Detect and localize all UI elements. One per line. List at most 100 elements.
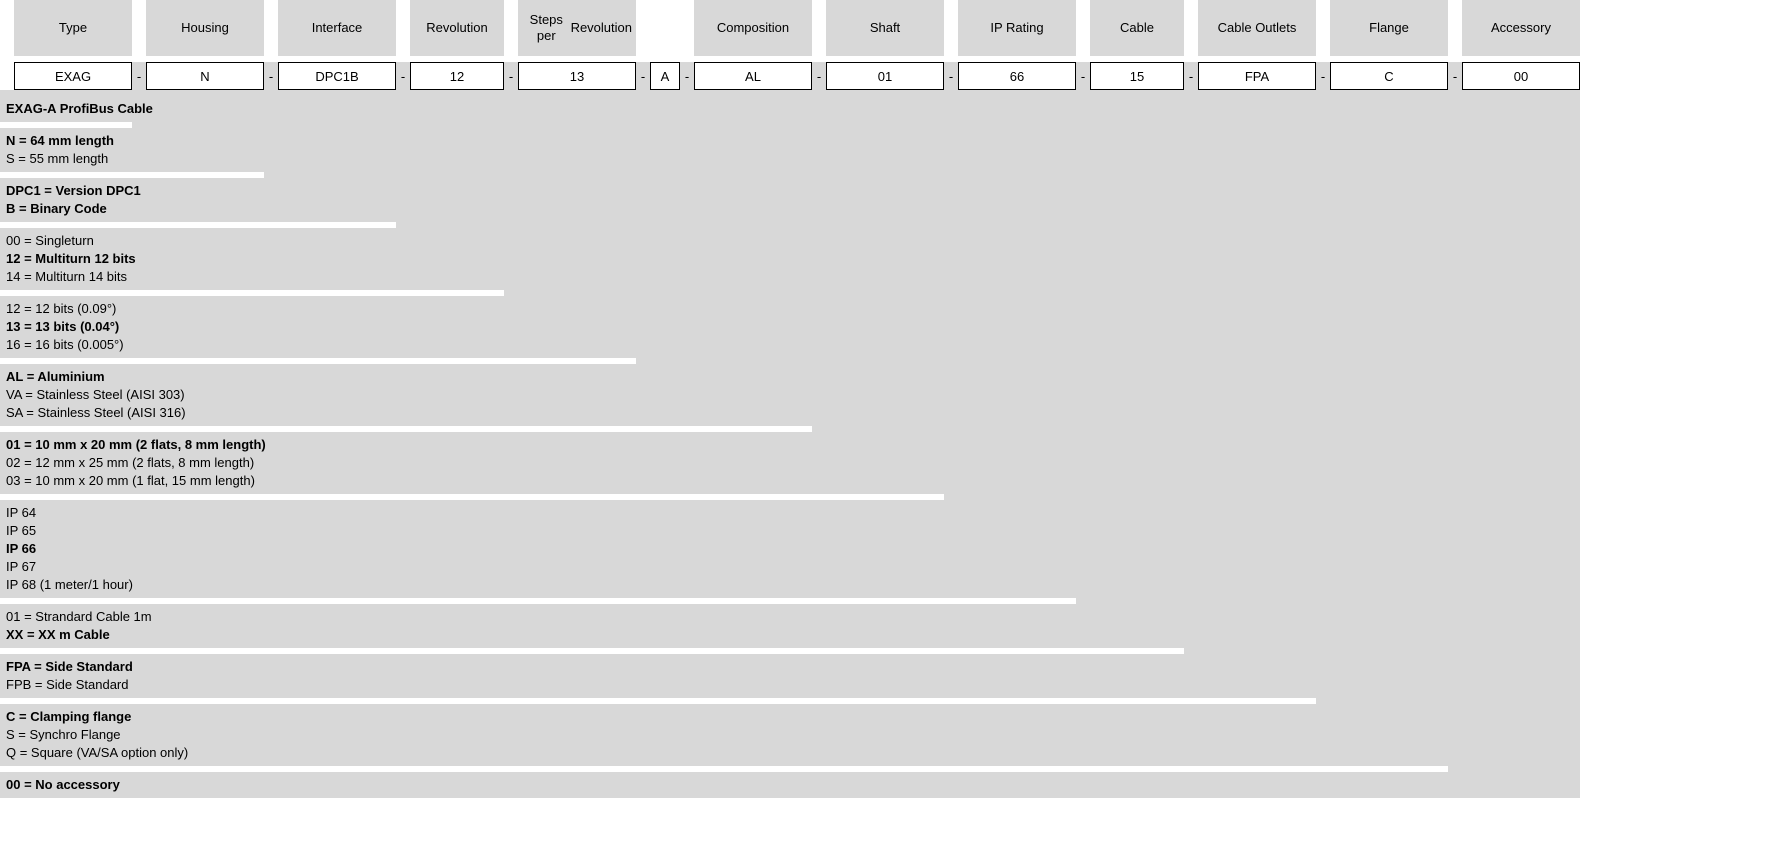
- option-line: 00 = No accessory: [6, 776, 120, 794]
- value-text: 66: [1010, 69, 1024, 84]
- value-box-cableOutlets: FPA: [1198, 62, 1316, 90]
- stair-fill: [504, 90, 636, 296]
- option-line: IP 65: [6, 522, 36, 540]
- value-box-cable: 15: [1090, 62, 1184, 90]
- step-block-ipRating: [0, 500, 1076, 598]
- stair-fill: [1076, 90, 1184, 604]
- stair-fill: [1184, 90, 1316, 654]
- separator-dash: -: [396, 62, 410, 90]
- stair-fill: [636, 90, 812, 364]
- option-line: FPA = Side Standard: [6, 658, 133, 676]
- option-line: C = Clamping flange: [6, 708, 131, 726]
- separator-dash: -: [636, 62, 650, 90]
- column-header-cable: Cable: [1090, 0, 1184, 56]
- column-header-label: Revolution: [426, 20, 487, 36]
- option-line: 03 = 10 mm x 20 mm (1 flat, 15 mm length…: [6, 472, 255, 490]
- column-header-flange: Flange: [1330, 0, 1448, 56]
- stair-fill: [264, 90, 396, 178]
- column-header-shaft: Shaft: [826, 0, 944, 56]
- value-text: 15: [1130, 69, 1144, 84]
- dash-char: -: [1321, 69, 1325, 84]
- column-header-ipRating: IP Rating: [958, 0, 1076, 56]
- dash-char: -: [269, 69, 273, 84]
- value-text: C: [1384, 69, 1393, 84]
- column-header-label: IP Rating: [990, 20, 1043, 36]
- separator-dash: -: [132, 62, 146, 90]
- option-line: 14 = Multiturn 14 bits: [6, 268, 127, 286]
- column-header-label: Revolution: [571, 20, 632, 36]
- separator-dash: -: [1448, 62, 1462, 90]
- column-header-label: Shaft: [870, 20, 900, 36]
- column-header-type: Type: [14, 0, 132, 56]
- stair-fill: [1448, 90, 1580, 772]
- separator-dash: -: [944, 62, 958, 90]
- step-block-flange: [0, 704, 1448, 766]
- column-header-label: Housing: [181, 20, 229, 36]
- option-line: 12 = Multiturn 12 bits: [6, 250, 136, 268]
- value-box-type: EXAG: [14, 62, 132, 90]
- value-box-accessory: 00: [1462, 62, 1580, 90]
- value-text: EXAG: [55, 69, 91, 84]
- stair-fill: [812, 90, 944, 432]
- option-line: N = 64 mm length: [6, 132, 114, 150]
- stair-fill: [1316, 90, 1448, 704]
- column-header-cableOutlets: Cable Outlets: [1198, 0, 1316, 56]
- dash-char: -: [1453, 69, 1457, 84]
- option-line: IP 64: [6, 504, 36, 522]
- dash-char: -: [137, 69, 141, 84]
- value-text: FPA: [1245, 69, 1269, 84]
- value-text: N: [200, 69, 209, 84]
- option-line: VA = Stainless Steel (AISI 303): [6, 386, 185, 404]
- separator-dash: -: [504, 62, 518, 90]
- stair-fill: [0, 90, 132, 96]
- option-line: 01 = Strandard Cable 1m: [6, 608, 152, 626]
- column-header-label: Type: [59, 20, 87, 36]
- value-text: 12: [450, 69, 464, 84]
- stair-fill: [944, 90, 1076, 500]
- separator-dash: -: [680, 62, 694, 90]
- option-line: 12 = 12 bits (0.09°): [6, 300, 116, 318]
- column-header-label: Cable: [1120, 20, 1154, 36]
- value-text: AL: [745, 69, 761, 84]
- value-box-ipRating: 66: [958, 62, 1076, 90]
- option-line: 13 = 13 bits (0.04°): [6, 318, 119, 336]
- column-header-interface: Interface: [278, 0, 396, 56]
- option-line: IP 68 (1 meter/1 hour): [6, 576, 133, 594]
- separator-dash: -: [1076, 62, 1090, 90]
- column-header-composition: Composition: [694, 0, 812, 56]
- step-block-cable: [0, 604, 1184, 648]
- option-line: S = 55 mm length: [6, 150, 108, 168]
- value-box-interface: DPC1B: [278, 62, 396, 90]
- column-header-label: Accessory: [1491, 20, 1551, 36]
- option-line: IP 67: [6, 558, 36, 576]
- dash-char: -: [817, 69, 821, 84]
- column-header-label: Composition: [717, 20, 789, 36]
- option-line: AL = Aluminium: [6, 368, 105, 386]
- column-header-label: Steps per: [522, 12, 571, 43]
- dash-char: -: [641, 69, 645, 84]
- option-line: 16 = 16 bits (0.005°): [6, 336, 124, 354]
- separator-dash: -: [1316, 62, 1330, 90]
- value-box-revolution: 12: [410, 62, 504, 90]
- value-text: A: [661, 69, 670, 84]
- value-box-composition: AL: [694, 62, 812, 90]
- option-line: DPC1 = Version DPC1: [6, 182, 141, 200]
- option-line: S = Synchro Flange: [6, 726, 121, 744]
- step-block-accessory: [0, 772, 1580, 798]
- column-header-housing: Housing: [146, 0, 264, 56]
- value-box-flange: C: [1330, 62, 1448, 90]
- separator-dash: -: [1184, 62, 1198, 90]
- option-line: IP 66: [6, 540, 36, 558]
- column-header-stepsPerRev: Steps perRevolution: [518, 0, 636, 56]
- value-box-shaft: 01: [826, 62, 944, 90]
- value-box-variant: A: [650, 62, 680, 90]
- option-line: 01 = 10 mm x 20 mm (2 flats, 8 mm length…: [6, 436, 266, 454]
- option-line: EXAG-A ProfiBus Cable: [6, 100, 153, 118]
- column-header-label: Interface: [312, 20, 363, 36]
- dash-char: -: [1189, 69, 1193, 84]
- value-box-housing: N: [146, 62, 264, 90]
- dash-char: -: [401, 69, 405, 84]
- value-text: 00: [1514, 69, 1528, 84]
- option-line: FPB = Side Standard: [6, 676, 129, 694]
- column-header-label: Cable Outlets: [1218, 20, 1297, 36]
